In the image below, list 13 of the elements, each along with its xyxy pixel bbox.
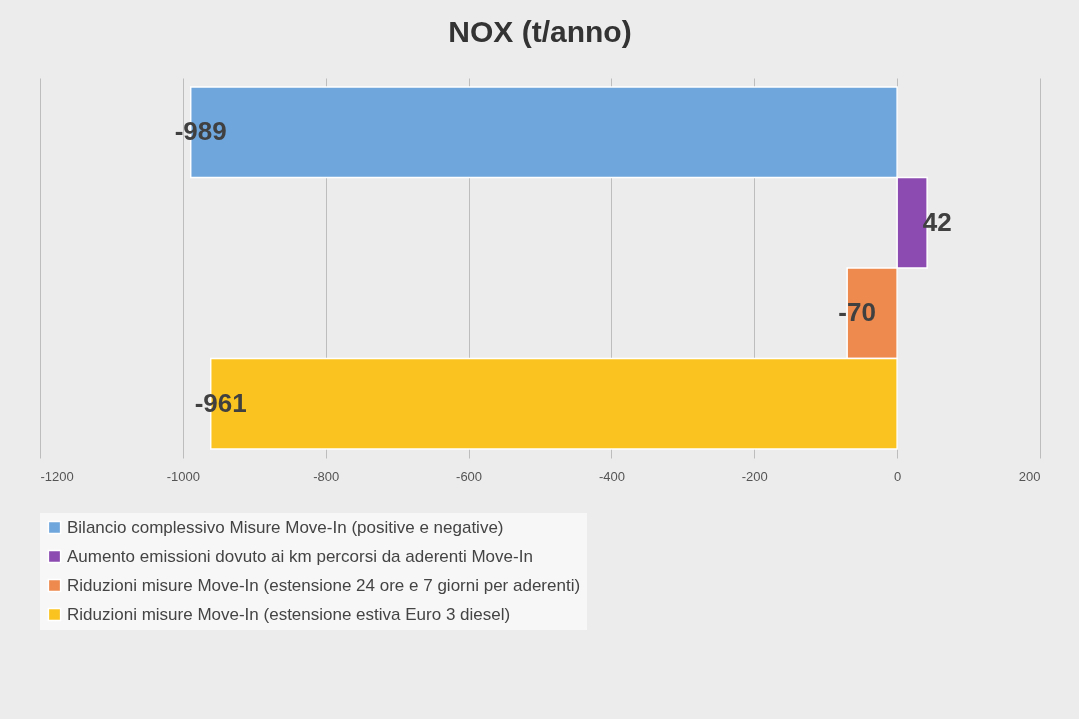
x-tick-label: 200 [1018,468,1041,484]
x-tick-label: -200 [741,468,768,484]
legend-label: Riduzioni misure Move-In (estensione estiva Euro 3 diesel) [67,604,511,624]
chart-title: NOX (t/anno) [448,15,632,48]
x-tick-label: -800 [313,468,340,484]
legend-label: Riduzioni misure Move-In (estensione 24 ore e 7 giorni per aderenti) [67,575,581,595]
x-tick-label: -600 [456,468,483,484]
x-tick-label: -400 [598,468,625,484]
x-tick-label: -1000 [166,468,200,484]
x-tick-label: 0 [894,468,902,484]
legend-label: Aumento emissioni dovuto ai km percorsi da aderenti Move-In [67,546,533,566]
x-tick-label: -1200 [40,468,74,484]
legend-label: Bilancio complessivo Misure Move-In (positive e negative) [67,517,504,537]
